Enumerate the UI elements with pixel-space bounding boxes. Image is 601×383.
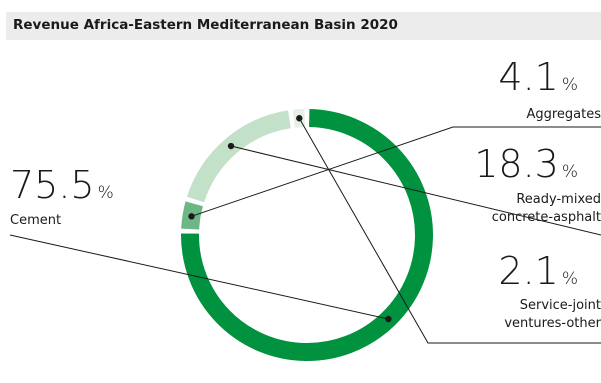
value-label-service-joint-ventures-other: 2.1%: [498, 249, 578, 293]
leader-line-service-joint-ventures-other: [298, 118, 601, 344]
leader-line-ready-mixed-concrete-asphalt: [230, 145, 601, 236]
value-label-aggregates: 4.1%: [498, 55, 578, 99]
leader-line-aggregates: [191, 126, 601, 217]
category-label-ready-mixed-concrete-asphalt: Ready-mixed concrete-asphalt: [492, 192, 601, 225]
category-label-aggregates: Aggregates: [526, 107, 601, 122]
leader-dot-aggregates: [188, 213, 195, 220]
title-bar: [6, 12, 601, 40]
category-label-cement: Cement: [10, 213, 61, 228]
leader-dot-service-joint-ventures-other: [296, 115, 303, 122]
leader-dot-cement: [385, 315, 392, 323]
leader-line-cement: [9, 234, 389, 320]
category-label-service-joint-ventures-other: Service-joint ventures-other: [504, 298, 601, 331]
leader-dot-ready-mixed-concrete-asphalt: [227, 142, 235, 150]
chart-title: Revenue Africa-Eastern Mediterranean Bas…: [13, 17, 398, 33]
value-label-ready-mixed-concrete-asphalt: 18.3%: [474, 142, 578, 186]
value-label-cement: 75.5%: [10, 163, 114, 207]
